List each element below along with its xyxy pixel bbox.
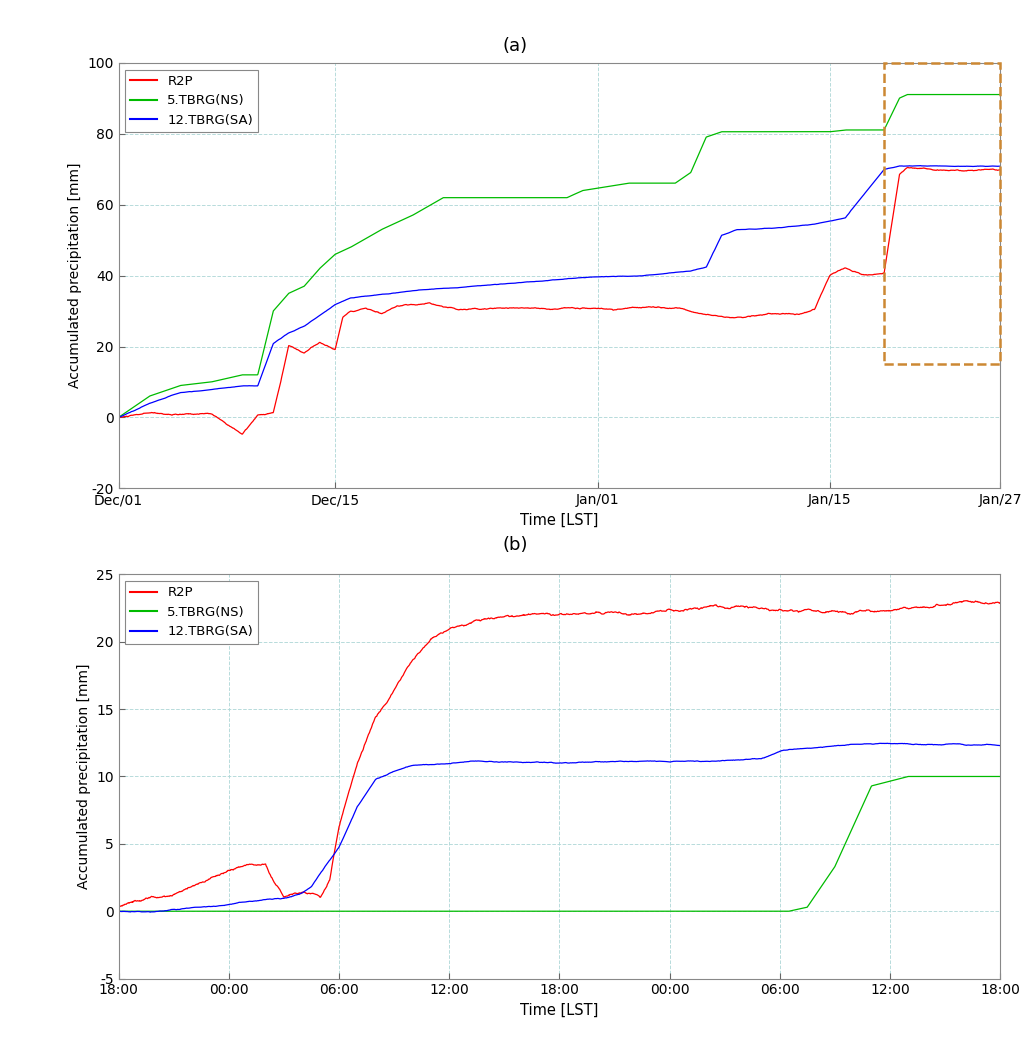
Legend: R2P, 5.TBRG(NS), 12.TBRG(SA): R2P, 5.TBRG(NS), 12.TBRG(SA) <box>125 581 259 644</box>
Y-axis label: Accumulated precipitation [mm]: Accumulated precipitation [mm] <box>68 163 81 388</box>
Bar <box>884 63 1000 364</box>
X-axis label: Time [LST]: Time [LST] <box>520 1003 599 1018</box>
X-axis label: Time [LST]: Time [LST] <box>520 512 599 528</box>
Text: (b): (b) <box>503 536 528 553</box>
Text: (a): (a) <box>503 37 528 55</box>
Y-axis label: Accumulated precipitation [mm]: Accumulated precipitation [mm] <box>76 664 91 889</box>
Legend: R2P, 5.TBRG(NS), 12.TBRG(SA): R2P, 5.TBRG(NS), 12.TBRG(SA) <box>125 69 259 132</box>
